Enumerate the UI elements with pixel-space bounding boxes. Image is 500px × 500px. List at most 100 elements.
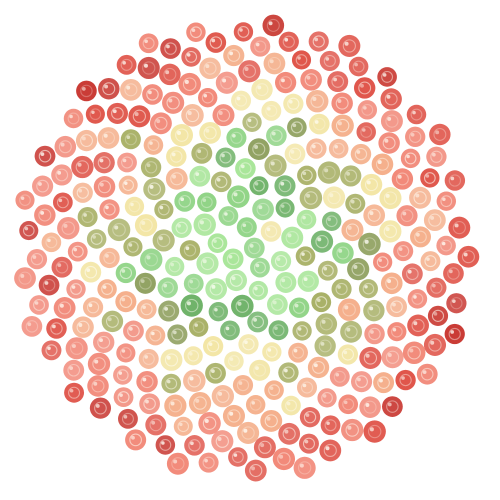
dot [420, 251, 441, 272]
dot [235, 158, 256, 179]
dot [248, 280, 269, 301]
dot [174, 190, 196, 212]
dot [51, 164, 73, 186]
dot [183, 369, 206, 392]
dot [173, 416, 193, 436]
dot [357, 100, 378, 120]
dot [238, 334, 259, 355]
dot [426, 146, 447, 167]
dot [34, 145, 56, 167]
dot [340, 320, 363, 343]
dot [215, 71, 238, 94]
dot [113, 387, 134, 408]
dot [416, 363, 438, 385]
dot [396, 205, 418, 227]
dot [136, 299, 157, 320]
dot [378, 132, 400, 154]
dot [247, 138, 270, 160]
dot [288, 297, 310, 318]
dot [244, 459, 267, 482]
dot [197, 192, 217, 212]
dot [331, 278, 352, 300]
dot [118, 408, 138, 429]
dot [245, 395, 266, 415]
dot [386, 296, 408, 318]
dot [15, 190, 35, 210]
dot [159, 63, 181, 86]
dot [305, 89, 329, 113]
dot [275, 198, 295, 218]
dot [220, 320, 240, 341]
dot [270, 251, 292, 272]
dot [380, 272, 403, 295]
dot [393, 241, 414, 262]
dot [99, 247, 120, 269]
dot [275, 271, 297, 293]
dot [249, 359, 271, 381]
dot [158, 300, 180, 322]
dot [341, 418, 364, 442]
dot [278, 31, 299, 52]
dot [77, 206, 98, 227]
dot [143, 135, 164, 155]
dot [72, 316, 94, 338]
dot [427, 305, 449, 326]
dot [106, 102, 128, 124]
dot [337, 344, 359, 365]
dot [236, 217, 257, 238]
dot [46, 318, 67, 339]
dot [297, 270, 319, 292]
dot [160, 348, 183, 371]
dot [231, 294, 254, 318]
dot [359, 396, 381, 418]
dot [93, 176, 116, 198]
dot [29, 295, 49, 315]
dot [232, 374, 254, 396]
dot [373, 372, 395, 394]
dot [157, 277, 178, 298]
dot [21, 316, 43, 337]
dot [331, 114, 354, 137]
dot [93, 152, 115, 174]
dot [359, 346, 382, 370]
dot [118, 175, 138, 195]
dot [223, 44, 245, 67]
dot [142, 84, 163, 105]
dot [225, 269, 247, 292]
dot [140, 248, 163, 271]
dot [116, 54, 137, 75]
dot [123, 320, 144, 342]
dot [264, 380, 284, 400]
dot [409, 186, 432, 209]
dot [226, 127, 247, 148]
dot [188, 391, 212, 415]
dot [350, 371, 373, 393]
dot [350, 143, 372, 165]
dot [311, 292, 332, 313]
dot [57, 216, 80, 240]
dot [120, 129, 141, 150]
dot [180, 294, 203, 317]
dot [448, 216, 471, 239]
dot [80, 261, 102, 283]
dot [322, 186, 346, 209]
dot [353, 77, 376, 99]
dot [379, 187, 402, 210]
dot [278, 362, 299, 383]
dot [400, 148, 421, 169]
dot [205, 32, 227, 53]
dot [125, 429, 147, 451]
dot [260, 409, 283, 432]
dot [89, 397, 112, 419]
dot [167, 324, 188, 345]
dot [186, 22, 206, 42]
dot [317, 161, 341, 184]
dot [332, 242, 354, 264]
dot [395, 369, 416, 391]
dot [63, 359, 85, 381]
dot [287, 117, 307, 138]
dot [113, 365, 133, 385]
dot [308, 113, 330, 135]
dot [446, 293, 467, 314]
dot [183, 273, 204, 294]
